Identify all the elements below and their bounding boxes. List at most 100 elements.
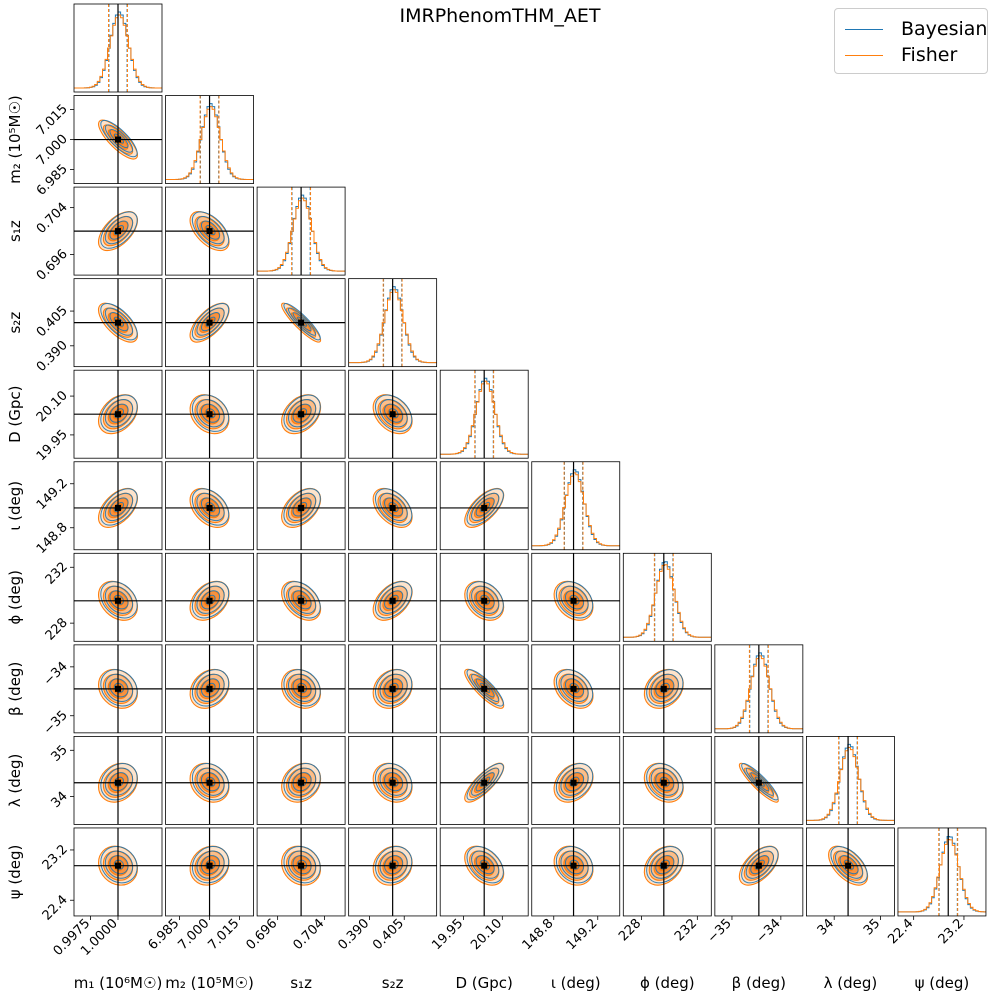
x-tick-label: 149.2 — [564, 916, 601, 953]
bayesian-contour-level-2 — [471, 492, 500, 522]
truth-marker — [389, 411, 396, 418]
x-tick-label: 0.696 — [244, 916, 281, 953]
bayesian-contour-level-1 — [100, 211, 138, 249]
truth-marker — [298, 597, 305, 604]
bayesian-contour-level-3 — [292, 497, 312, 517]
contour-beta-vs-m1: −35 −34 — [41, 644, 163, 738]
contour-body — [165, 461, 254, 550]
hist-d — [439, 369, 529, 459]
histogram-bayesian — [74, 11, 162, 89]
panel-frame — [73, 369, 163, 459]
contour-iota-vs-s2z — [348, 461, 438, 551]
x-tick-label: 7.015 — [205, 916, 242, 953]
y-tick-label: 0.696 — [34, 247, 71, 284]
contour-psi-vs-d: 19.95 20.10 — [429, 827, 529, 953]
bayesian-contour-level-3 — [109, 855, 129, 875]
legend-swatch-bayesian — [845, 28, 883, 30]
contour-body — [165, 187, 254, 276]
y-tick-label: 232 — [43, 559, 71, 587]
hist-iota — [531, 461, 621, 551]
contour-body — [74, 644, 162, 733]
contour-lambda-vs-phi — [622, 736, 712, 825]
panel-frame — [622, 552, 712, 642]
bayesian-contour-level-1 — [191, 763, 230, 801]
bayesian-contour-level-3 — [475, 590, 495, 610]
panel-frame — [256, 186, 346, 276]
x-tick-label: 34 — [815, 916, 837, 938]
truth-marker — [206, 319, 213, 326]
contour-body — [348, 553, 437, 642]
contour-body — [165, 278, 254, 367]
panel-frame — [165, 278, 254, 368]
panel-frame — [531, 552, 621, 642]
bayesian-contour-level-1 — [555, 669, 594, 707]
histogram-fisher — [348, 289, 437, 364]
contour-beta-vs-iota — [531, 644, 621, 734]
bayesian-contour-level-1 — [191, 581, 230, 619]
bayesian-contour-level-3 — [564, 590, 585, 610]
histogram-fisher — [623, 564, 712, 638]
hist-body — [623, 553, 712, 642]
hist-body — [257, 187, 346, 276]
panel-frame — [439, 736, 529, 825]
truth-marker — [389, 504, 396, 511]
contour-iota-vs-m1: 148.8 149.2 — [34, 461, 163, 557]
bayesian-contour-level-2 — [379, 673, 408, 702]
bayesian-contour-level-2 — [196, 585, 225, 614]
bayesian-contour-level-1 — [283, 302, 321, 341]
bayesian-contour-level-1 — [100, 394, 138, 432]
truth-marker — [481, 597, 488, 604]
bayesian-contour-level-1 — [191, 302, 230, 341]
panel-frame — [348, 552, 438, 642]
contour-body — [531, 644, 620, 733]
bayesian-contour-level-1 — [283, 581, 321, 619]
bayesian-contour-level-3 — [109, 590, 129, 610]
histogram-fisher — [806, 747, 895, 821]
histogram-bayesian — [623, 561, 712, 638]
panel-frame — [439, 369, 529, 459]
bayesian-contour-level-3 — [384, 678, 404, 698]
truth-marker — [570, 779, 577, 786]
panel-frame — [348, 827, 438, 917]
x-tick-label: 0.390 — [335, 916, 372, 953]
bayesian-contour-level-2 — [379, 585, 408, 614]
contour-psi-vs-beta: −35 −34 — [705, 827, 804, 946]
panel-frame — [165, 95, 254, 184]
bayesian-contour-level-2 — [287, 399, 317, 428]
histogram-fisher — [74, 14, 162, 89]
bayesian-contour-level-2 — [379, 850, 408, 879]
truth-marker — [389, 597, 396, 604]
contour-s1z-vs-m1: 0.696 0.704 — [34, 186, 163, 284]
bayesian-contour-level-1 — [374, 394, 413, 432]
panel-frame — [348, 736, 438, 825]
bayesian-contour-level-3 — [384, 855, 404, 875]
truth-marker — [481, 779, 488, 786]
truth-marker — [845, 862, 852, 869]
x-tick-label: 228 — [616, 916, 644, 944]
bayesian-contour-level-2 — [104, 850, 134, 879]
contour-body — [257, 370, 346, 459]
contour-body — [74, 461, 162, 550]
panel-frame — [622, 736, 712, 825]
contour-body — [623, 827, 712, 916]
bayesian-contour-level-1 — [100, 763, 138, 801]
bayesian-contour-level-2 — [196, 307, 225, 336]
truth-marker — [115, 411, 121, 418]
contour-body — [74, 370, 162, 459]
bayesian-contour-level-1 — [100, 302, 138, 341]
bayesian-contour-level-1 — [646, 763, 684, 801]
panel-frame — [439, 552, 529, 642]
panel-frame — [714, 736, 804, 825]
y-tick-label: 20.10 — [34, 388, 71, 425]
bayesian-contour-level-1 — [191, 488, 230, 526]
panel-frame — [256, 461, 346, 551]
contour-s2z-vs-s1z — [256, 278, 346, 368]
contour-body — [531, 553, 620, 642]
y-tick-label: 148.8 — [34, 520, 71, 557]
panel-frame — [256, 552, 346, 642]
contour-lambda-vs-m2 — [165, 736, 254, 825]
contour-lambda-vs-d — [439, 736, 529, 825]
y-axis-label-psi: ψ (deg) — [6, 845, 24, 900]
x-tick-label: −34 — [754, 916, 784, 946]
